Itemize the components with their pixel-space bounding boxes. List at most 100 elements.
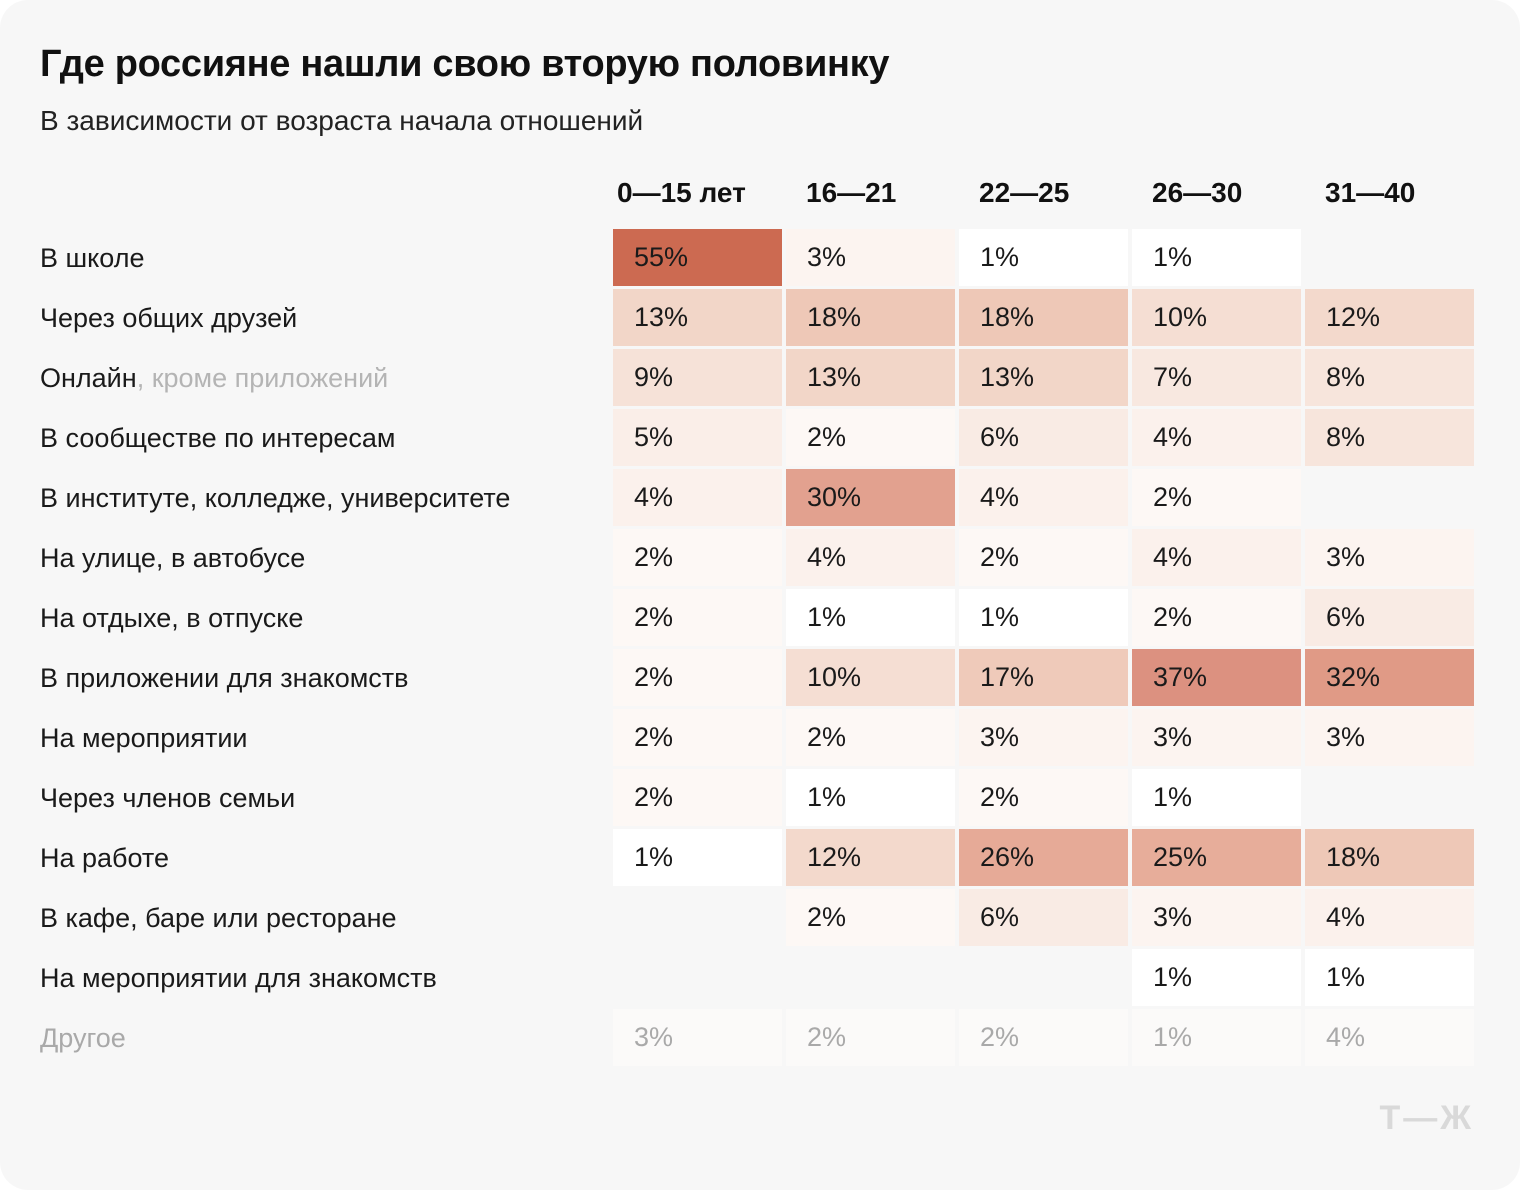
heatmap-cell: 4% [613, 468, 782, 526]
column-header: 22—25 [979, 176, 1070, 208]
heatmap-cell: 12% [786, 828, 955, 886]
heatmap-cell: 4% [786, 528, 955, 586]
heatmap-cell: 3% [786, 228, 955, 286]
heatmap-cell: 37% [1132, 648, 1301, 706]
heatmap-cell [786, 949, 955, 1006]
heatmap-cell: 12% [1305, 288, 1474, 346]
column-header: 16—21 [806, 176, 897, 208]
heatmap-cell: 2% [959, 768, 1128, 826]
heatmap-cell: 13% [786, 348, 955, 406]
row-label: Онлайн, кроме приложений [40, 349, 613, 409]
heatmap-cell: 1% [786, 588, 955, 646]
heatmap-cell: 55% [613, 228, 782, 286]
heatmap-cell: 18% [959, 288, 1128, 346]
heatmap-cell: 30% [786, 468, 955, 526]
heatmap-cell: 32% [1305, 648, 1474, 706]
row-label: В сообществе по интересам [40, 409, 613, 469]
heatmap-cell [613, 889, 782, 946]
heatmap-cell: 4% [1132, 408, 1301, 466]
heatmap-cell: 1% [1132, 768, 1301, 826]
row-label: На отдыхе, в отпуске [40, 589, 613, 649]
row-label-text: В сообществе по интересам [40, 423, 396, 454]
column-header: 31—40 [1325, 176, 1416, 208]
heatmap-cell: 2% [1132, 588, 1301, 646]
heatmap-cell: 3% [1305, 528, 1474, 586]
row-label-text: Онлайн [40, 363, 137, 394]
chart-title: Где россияне нашли свою вторую половинку [40, 43, 890, 85]
heatmap-cell: 6% [959, 888, 1128, 946]
heatmap-cell: 4% [959, 468, 1128, 526]
heatmap-cell: 1% [959, 228, 1128, 286]
heatmap-cell: 17% [959, 648, 1128, 706]
heatmap-cell: 2% [1132, 468, 1301, 526]
row-label-text: В приложении для знакомств [40, 663, 409, 694]
row-label-text: Через членов семьи [40, 783, 296, 814]
heatmap-cell [1305, 769, 1474, 826]
heatmap-cell: 4% [1305, 1008, 1474, 1066]
heatmap-cell: 2% [786, 888, 955, 946]
row-label-text: В кафе, баре или ресторане [40, 903, 397, 934]
heatmap-cell: 3% [1132, 708, 1301, 766]
heatmap-cell: 1% [959, 588, 1128, 646]
heatmap-cell: 1% [786, 768, 955, 826]
row-label: Через общих друзей [40, 289, 613, 349]
row-label-text: В школе [40, 243, 145, 274]
heatmap-table: 0—15 лет 16—21 22—25 26—30 31—40 В школе 55% 3%… [40, 162, 1520, 1069]
row-label: На мероприятии для знакомств [40, 949, 613, 1009]
column-header: 0—15 лет [617, 176, 746, 208]
heatmap-cell: 2% [959, 528, 1128, 586]
heatmap-cell [1305, 229, 1474, 286]
row-label-text: Другое [40, 1023, 126, 1054]
heatmap-cell: 6% [959, 408, 1128, 466]
heatmap-cell: 2% [786, 408, 955, 466]
heatmap-cell: 8% [1305, 408, 1474, 466]
heatmap-cell: 8% [1305, 348, 1474, 406]
heatmap-cell: 25% [1132, 828, 1301, 886]
heatmap-cell: 1% [1132, 228, 1301, 286]
header-spacer [40, 162, 613, 229]
row-label-text: В институте, колледже, университете [40, 483, 511, 514]
heatmap-cell: 18% [786, 288, 955, 346]
row-label: На мероприятии [40, 709, 613, 769]
heatmap-cell: 7% [1132, 348, 1301, 406]
heatmap-cell: 1% [1132, 948, 1301, 1006]
heatmap-cell: 4% [1132, 528, 1301, 586]
heatmap-cell: 1% [613, 828, 782, 886]
heatmap-cell: 2% [613, 588, 782, 646]
heatmap-cell: 2% [613, 708, 782, 766]
heatmap-cell: 3% [1132, 888, 1301, 946]
row-label: В кафе, баре или ресторане [40, 889, 613, 949]
row-label-text: На мероприятии для знакомств [40, 963, 437, 994]
row-label-suffix: , кроме приложений [136, 363, 389, 394]
row-label-text: На улице, в автобусе [40, 543, 306, 574]
heatmap-cell: 5% [613, 408, 782, 466]
row-label-text: На отдыхе, в отпуске [40, 603, 304, 634]
row-label-text: На работе [40, 843, 170, 874]
heatmap-cell: 4% [1305, 888, 1474, 946]
row-label-text: Через общих друзей [40, 303, 298, 334]
heatmap-cell: 2% [613, 768, 782, 826]
row-label: Через членов семьи [40, 769, 613, 829]
tj-logo: Т—Ж [1379, 1099, 1474, 1137]
heatmap-cell: 2% [613, 528, 782, 586]
heatmap-cell: 6% [1305, 588, 1474, 646]
heatmap-cell: 2% [959, 1008, 1128, 1066]
chart-subtitle: В зависимости от возраста начала отношен… [40, 104, 644, 136]
heatmap-cell: 2% [613, 648, 782, 706]
heatmap-cell: 9% [613, 348, 782, 406]
heatmap-cell [959, 949, 1128, 1006]
heatmap-cell: 2% [786, 1008, 955, 1066]
heatmap-cell [1305, 469, 1474, 526]
heatmap-cell: 1% [1132, 1008, 1301, 1066]
heatmap-cell: 18% [1305, 828, 1474, 886]
heatmap-cell: 13% [959, 348, 1128, 406]
heatmap-cell: 3% [613, 1008, 782, 1066]
column-header: 26—30 [1152, 176, 1243, 208]
row-label: На работе [40, 829, 613, 889]
heatmap-cell: 10% [1132, 288, 1301, 346]
row-label: На улице, в автобусе [40, 529, 613, 589]
row-label: В институте, колледже, университете [40, 469, 613, 529]
heatmap-cell: 10% [786, 648, 955, 706]
row-label-text: На мероприятии [40, 723, 248, 754]
